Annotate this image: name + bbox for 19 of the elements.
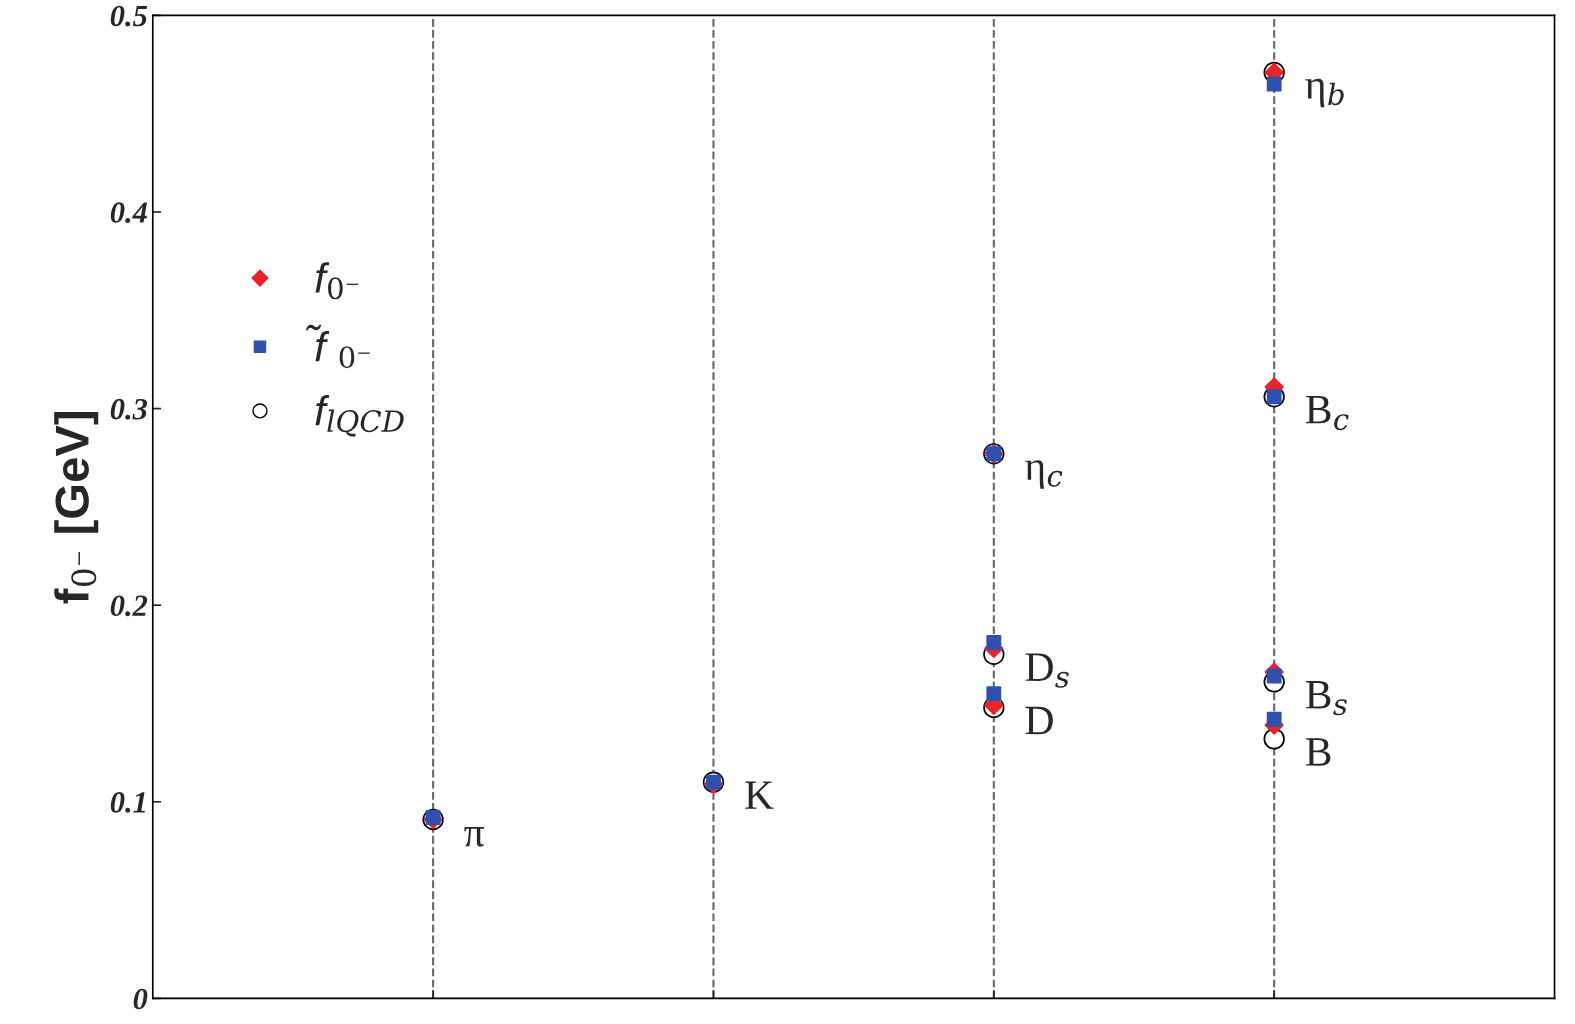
annotation: D: [1025, 706, 1053, 735]
annotation: η$_{b}$: [1305, 78, 1344, 108]
y-tick-label: 0: [133, 988, 148, 1010]
annotation: D$_{s}$: [1025, 653, 1069, 688]
y-tick-label: 0.2: [110, 595, 148, 617]
annotation: K: [745, 781, 774, 809]
legend-label: f$_{lQCD}$: [315, 395, 404, 437]
annotation: η$_{c}$: [1025, 460, 1063, 489]
legend-label: f̃ $_{0⁻}$: [305, 324, 370, 369]
y-tick-label: 0.1: [110, 792, 145, 813]
annotation: π: [464, 827, 485, 847]
annotation: B$_{s}$: [1305, 681, 1347, 716]
y-tick-label: 0.4: [110, 202, 147, 223]
y-tick-label: 0.5: [110, 5, 148, 27]
annotation: B: [1305, 738, 1331, 766]
y-axis-title: f$_{0⁻}$ [GeV]: [54, 412, 99, 604]
legend-label: f$_{0⁻}$: [315, 262, 359, 300]
y-tick-label: 0.3: [110, 398, 148, 420]
annotation: B$_{c}$: [1305, 395, 1349, 431]
